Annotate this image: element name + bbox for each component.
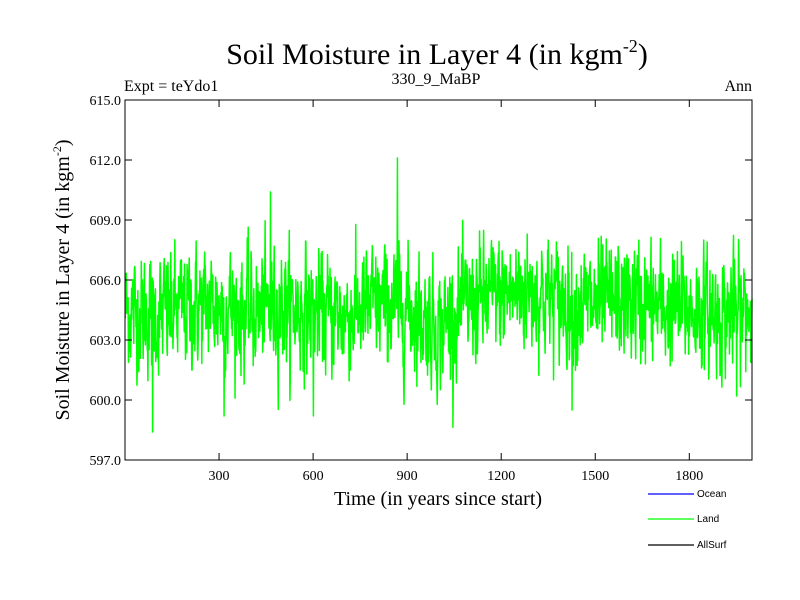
y-tick-label: 606.0 — [90, 274, 122, 289]
plot-frame — [124, 99, 753, 461]
y-axis-label-superscript: -2 — [50, 146, 64, 156]
experiment-label: Expt = teYdo1 — [124, 78, 218, 95]
x-tick-label: 1800 — [675, 469, 703, 484]
period-label: 330_9_MaBP — [392, 71, 481, 88]
legend-land-label: Land — [697, 514, 719, 525]
y-tick-label: 603.0 — [90, 334, 122, 349]
y-axis-label: Soil Moisture in Layer 4 (in kgm-2) — [50, 139, 74, 420]
x-axis-label: Time (in years since start) — [334, 488, 542, 510]
chart-title: Soil Moisture in Layer 4 (in kgm-2) — [226, 36, 648, 71]
plot-area — [124, 157, 753, 433]
y-tick-label: 615.0 — [90, 94, 122, 109]
x-tick-label: 600 — [303, 469, 324, 484]
y-axis-label-end: ) — [52, 139, 74, 146]
chart-title-end: ) — [638, 38, 648, 71]
x-axis-ticks: 300 600 900 1200 1500 1800 — [209, 100, 703, 484]
series-land-line — [124, 157, 753, 433]
chart-title-superscript: -2 — [623, 36, 638, 56]
y-tick-label: 597.0 — [90, 454, 122, 469]
y-tick-label: 600.0 — [90, 394, 122, 409]
legend-allsurf-label: AllSurf — [697, 540, 727, 551]
chart-title-text: Soil Moisture in Layer 4 (in kgm — [226, 38, 623, 71]
y-axis-label-text: Soil Moisture in Layer 4 (in kgm — [52, 156, 74, 421]
y-axis-ticks: 597.0 600.0 603.0 606.0 609.0 612.0 615.0 — [90, 94, 752, 469]
x-tick-label: 1200 — [487, 469, 515, 484]
y-tick-label: 612.0 — [90, 154, 122, 169]
x-tick-label: 900 — [397, 469, 418, 484]
x-tick-label: 300 — [209, 469, 230, 484]
season-label: Ann — [724, 78, 752, 95]
y-tick-label: 609.0 — [90, 214, 122, 229]
x-tick-label: 1500 — [581, 469, 609, 484]
legend: Ocean Land AllSurf — [648, 489, 727, 551]
legend-ocean-label: Ocean — [697, 489, 726, 500]
